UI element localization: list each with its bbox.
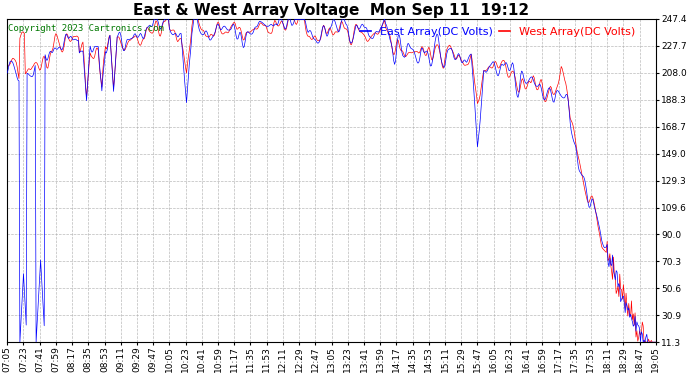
Title: East & West Array Voltage  Mon Sep 11  19:12: East & West Array Voltage Mon Sep 11 19:…	[133, 3, 530, 18]
Legend: East Array(DC Volts), West Array(DC Volts): East Array(DC Volts), West Array(DC Volt…	[358, 24, 638, 39]
Text: Copyright 2023 Cartronics.com: Copyright 2023 Cartronics.com	[8, 24, 164, 33]
